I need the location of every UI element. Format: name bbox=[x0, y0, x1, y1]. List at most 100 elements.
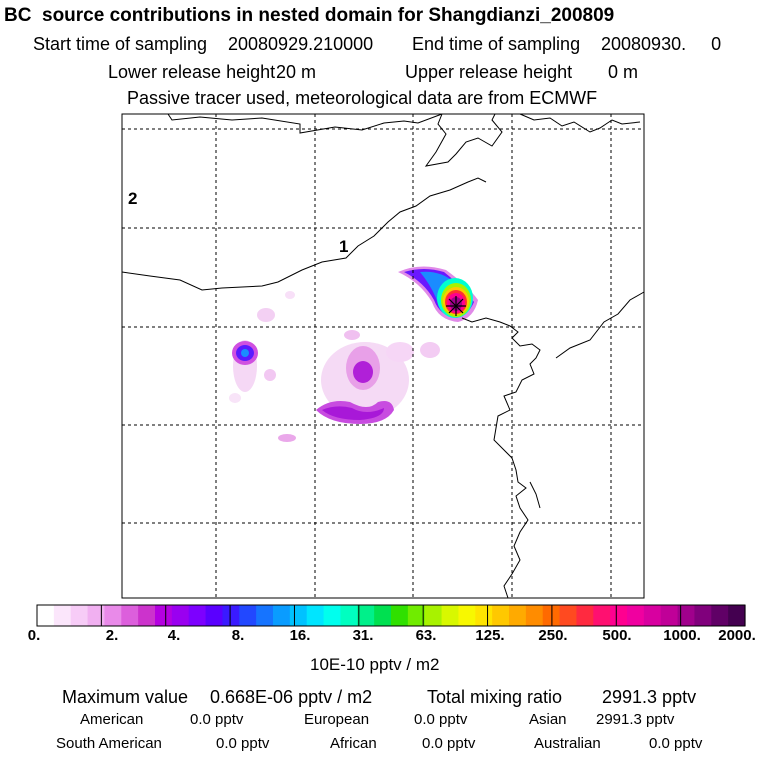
start-time-label: Start time of sampling bbox=[33, 34, 208, 54]
coastlines bbox=[121, 113, 645, 599]
plume-patch bbox=[386, 342, 414, 362]
colorbar-swatch bbox=[323, 605, 342, 626]
colorbar-swatch bbox=[424, 605, 443, 626]
region-label-1: 1 bbox=[339, 237, 348, 256]
colorbar-swatch bbox=[492, 605, 510, 626]
colorbar-dividers bbox=[100, 605, 682, 626]
colorbar-swatch bbox=[643, 605, 662, 626]
colorbar-swatch bbox=[711, 605, 729, 626]
colorbar-swatch bbox=[610, 605, 628, 626]
contribution-value: 0.0 pptv bbox=[649, 735, 703, 752]
upper-release-value: 0 m bbox=[608, 62, 639, 82]
colorbar-swatch bbox=[509, 605, 527, 626]
plume-patch bbox=[241, 349, 249, 357]
contribution-name: African bbox=[330, 735, 377, 752]
contribution-name: European bbox=[304, 711, 370, 728]
colorbar-tick: 31. bbox=[352, 627, 374, 644]
max-value: 0.668E-06 pptv / m2 bbox=[210, 687, 373, 707]
colorbar-swatch bbox=[340, 605, 358, 626]
colorbar-swatch bbox=[138, 605, 156, 626]
colorbar-swatch bbox=[559, 605, 578, 626]
plume-patch bbox=[420, 342, 440, 358]
colorbar-swatch bbox=[374, 605, 392, 626]
colorbar-tick: 0. bbox=[27, 627, 41, 644]
contribution-value: 2991.3 pptv bbox=[596, 711, 675, 728]
plume-patch bbox=[229, 393, 241, 403]
colorbar-swatch bbox=[728, 605, 746, 626]
colorbar-swatch bbox=[205, 605, 224, 626]
colorbar-border bbox=[36, 604, 746, 627]
colorbar-swatch bbox=[289, 605, 308, 626]
lower-release-value: 20 m bbox=[276, 62, 317, 82]
colorbar-swatch bbox=[694, 605, 712, 626]
colorbar-swatch bbox=[458, 605, 476, 626]
total-mixing-value: 2991.3 pptv bbox=[602, 687, 697, 707]
colorbar-swatch bbox=[593, 605, 611, 626]
contribution-value: 0.0 pptv bbox=[216, 735, 270, 752]
contribution-name: South American bbox=[56, 735, 162, 752]
plume-patch bbox=[322, 406, 384, 420]
data-source-note: Passive tracer used, meteorological data… bbox=[127, 88, 598, 108]
colorbar-tick: 2000. bbox=[718, 627, 756, 644]
colorbar-swatch bbox=[155, 605, 173, 626]
colorbar-swatch bbox=[525, 605, 544, 626]
total-mixing-label: Total mixing ratio bbox=[427, 687, 563, 707]
region-label-2: 2 bbox=[128, 189, 137, 208]
plume-patch bbox=[344, 330, 360, 340]
colorbar-swatch bbox=[273, 605, 291, 626]
colorbar-tick: 63. bbox=[415, 627, 437, 644]
colorbar-unit: 10E-10 pptv / m2 bbox=[310, 655, 440, 674]
colorbar-tick: 500. bbox=[602, 627, 632, 644]
colorbar-swatch bbox=[407, 605, 426, 626]
contribution-value: 0.0 pptv bbox=[422, 735, 476, 752]
colorbar-tick: 16. bbox=[289, 627, 311, 644]
colorbar-swatch bbox=[222, 605, 240, 626]
end-time-value: 20080930. 0 bbox=[601, 34, 722, 54]
colorbar-tick: 4. bbox=[167, 627, 181, 644]
contribution-name: Asian bbox=[529, 711, 567, 728]
colorbar-swatch bbox=[37, 605, 55, 626]
contribution-value: 0.0 pptv bbox=[190, 711, 244, 728]
colorbar-swatch bbox=[357, 605, 375, 626]
colorbar-swatch bbox=[70, 605, 89, 626]
colorbar-swatch bbox=[256, 605, 274, 626]
plume-patch bbox=[257, 308, 275, 322]
contribution-name: Australian bbox=[534, 735, 601, 752]
colorbar-swatch bbox=[121, 605, 139, 626]
plume-layer bbox=[229, 266, 478, 442]
plume-patch bbox=[278, 434, 296, 442]
colorbar-swatch bbox=[104, 605, 122, 626]
chart-title: BC source contributions in nested domain… bbox=[4, 5, 615, 26]
map-gridlines bbox=[122, 114, 644, 598]
colorbar-swatch bbox=[171, 605, 190, 626]
colorbar bbox=[36, 604, 746, 627]
colorbar-swatch bbox=[475, 605, 493, 626]
colorbar-swatch bbox=[576, 605, 594, 626]
receptor-marker bbox=[446, 296, 466, 316]
contribution-value: 0.0 pptv bbox=[414, 711, 468, 728]
colorbar-tick: 1000. bbox=[663, 627, 701, 644]
colorbar-swatch bbox=[53, 605, 72, 626]
lower-release-label: Lower release height bbox=[108, 62, 276, 82]
colorbar-swatch bbox=[391, 605, 409, 626]
upper-release-label: Upper release height bbox=[405, 62, 573, 82]
max-value-label: Maximum value bbox=[62, 687, 189, 707]
colorbar-swatch bbox=[87, 605, 106, 626]
colorbar-tick: 125. bbox=[475, 627, 505, 644]
colorbar-swatch bbox=[627, 605, 645, 626]
end-time-label: End time of sampling bbox=[412, 34, 581, 54]
colorbar-tick: 2. bbox=[105, 627, 119, 644]
colorbar-swatch bbox=[441, 605, 460, 626]
colorbar-swatch bbox=[660, 605, 679, 626]
plume-patch bbox=[353, 361, 373, 383]
colorbar-swatch bbox=[188, 605, 207, 626]
start-time-value: 20080929.210000 bbox=[228, 34, 374, 54]
plume-patch bbox=[285, 291, 295, 299]
colorbar-swatch bbox=[239, 605, 257, 626]
colorbar-swatches bbox=[37, 605, 746, 626]
contribution-name: American bbox=[80, 711, 144, 728]
plume-patch bbox=[264, 369, 276, 381]
colorbar-swatch bbox=[306, 605, 325, 626]
colorbar-swatch bbox=[677, 605, 696, 626]
